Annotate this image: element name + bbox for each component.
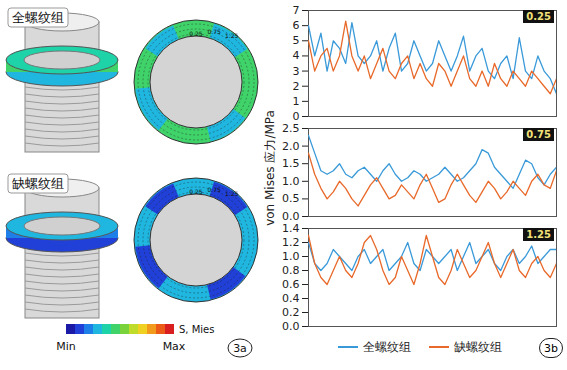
svg-text:1.0: 1.0 [282,175,300,188]
svg-text:1.25: 1.25 [225,190,239,197]
html-text:全螺纹组: 全螺纹组 [363,339,411,354]
svg-text:0.2: 0.2 [282,306,300,319]
svg-text:0.0: 0.0 [282,320,300,332]
svg-text:1.25: 1.25 [225,32,239,39]
svg-text:S, Mies: S, Mies [179,324,214,335]
svg-text:1.4: 1.4 [282,222,300,235]
html-text:缺螺纹组: 缺螺纹组 [454,339,502,354]
svg-text:1: 1 [293,95,300,108]
svg-text:2: 2 [293,80,300,93]
svg-text:0.75: 0.75 [207,28,221,35]
svg-text:7: 7 [293,4,300,17]
html-text:von Mises 应力/MPa: von Mises 应力/MPa [262,110,277,226]
svg-text:1.0: 1.0 [282,250,300,263]
svg-text:0: 0 [293,110,300,122]
svg-text:0.5: 0.5 [282,192,300,205]
html-text:3b: 3b [544,341,558,355]
svg-text:1.5: 1.5 [282,157,300,170]
svg-text:3: 3 [293,65,300,78]
html-text:0.75: 0.75 [526,129,551,140]
svg-text:0.4: 0.4 [282,292,300,305]
svg-text:6: 6 [293,19,300,32]
svg-text:0.25: 0.25 [189,30,203,37]
svg-text:0.75: 0.75 [207,186,221,193]
svg-text:缺螺纹组: 缺螺纹组 [12,176,64,191]
svg-text:0.0: 0.0 [282,210,300,222]
svg-text:1.2: 1.2 [282,236,300,249]
html-text:0.25: 0.25 [526,11,551,22]
svg-text:4: 4 [293,49,300,62]
svg-text:2.5: 2.5 [282,122,300,135]
svg-text:0.25: 0.25 [189,188,203,195]
svg-text:全螺纹组: 全螺纹组 [12,10,64,25]
svg-text:0.6: 0.6 [282,278,300,291]
svg-text:0.8: 0.8 [282,264,300,277]
svg-text:2.0: 2.0 [282,140,300,153]
html-text:1.25: 1.25 [526,229,551,240]
svg-text:3a: 3a [233,342,247,355]
svg-text:Max: Max [163,340,186,353]
svg-text:Min: Min [56,340,76,353]
svg-text:5: 5 [293,34,300,47]
